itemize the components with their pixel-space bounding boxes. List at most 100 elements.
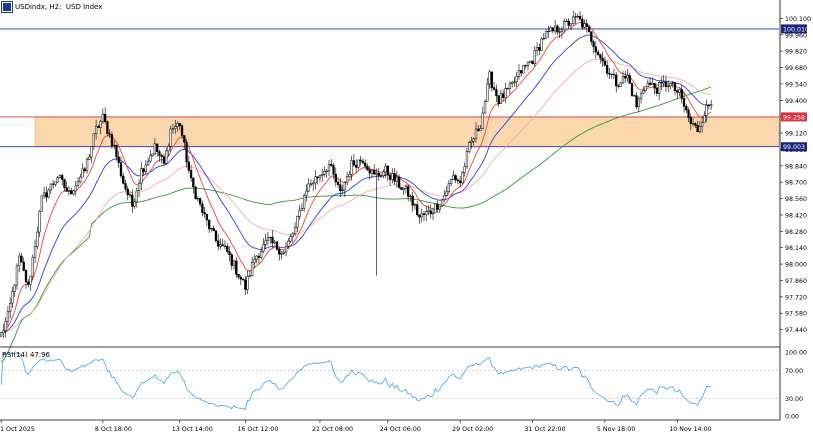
candle-body [74,185,77,192]
candle-body [393,173,396,182]
candle-body [248,275,252,277]
candle-body [384,165,387,173]
candle-body [339,184,342,191]
candle-body [210,228,213,230]
candle-body [422,213,426,215]
candle-body [350,160,353,175]
candle-body [334,173,337,183]
candle-body [630,83,634,96]
y-tick-label: 98.560 [785,196,807,203]
candle-body [653,83,656,89]
candle-body [700,122,704,127]
candle-body [287,240,290,247]
candle-body [388,174,392,180]
candle-body [549,27,552,32]
candle-body [309,183,313,185]
candle-body [520,70,523,74]
candle-body [40,195,43,212]
candle-body [20,255,23,263]
candle-body [576,16,579,18]
candle-body [382,171,385,177]
candle-body [198,198,202,205]
candle-body [223,245,227,247]
candle-body [201,203,204,213]
candle-body [110,134,114,146]
candle-body [413,204,417,206]
candle-body [513,81,516,83]
candle-body [300,208,304,211]
candle-body [553,25,557,32]
candle-body [474,128,478,140]
candle-body [508,83,512,89]
candle-body [54,181,57,185]
ma-long-line [0,86,712,363]
candle-body [253,258,256,263]
candle-body [79,176,82,183]
candle-body [208,219,211,230]
candle-body [22,261,25,271]
candle-body [676,90,679,93]
candle-body [63,179,66,188]
candle-body [635,95,638,108]
x-tick-label: 29 Oct 02:00 [452,426,493,433]
candle-body [92,133,95,147]
candle-body [691,123,695,125]
candle-body [246,276,249,290]
candle-body [332,165,335,175]
x-tick-label: 21 Oct 08:00 [312,426,353,433]
y-tick-label: 99.120 [785,131,807,138]
candle-body [316,176,319,179]
candle-body [504,88,507,99]
candle-body [226,245,229,252]
candle-body [644,86,647,91]
symbol-title: USDindx, H2: USD Index [15,3,103,11]
candle-body [83,168,86,172]
candle-body [156,143,159,152]
candle-body [18,255,21,267]
candle-body [255,255,258,260]
candle-body [515,76,518,83]
candle-body [51,183,55,185]
candle-body [183,135,186,143]
candle-body [58,175,62,178]
candle-body [122,175,125,184]
candle-body [596,51,600,55]
x-tick-label: 8 Oct 18:00 [95,426,132,433]
candle-body [345,176,349,183]
candle-body [495,89,498,96]
x-tick-label: 10 Nov 14:00 [669,426,711,433]
candle-body [594,46,597,53]
chart-icon [2,2,12,12]
candle-body [587,26,591,32]
candle-body [590,31,593,42]
candle-body [429,210,432,215]
candle-body [560,29,564,32]
candle-body [273,241,276,244]
candle-body [214,230,218,242]
y-tick-label: 98.000 [785,262,807,269]
candle-body [142,168,145,173]
candle-body [113,144,116,146]
candle-body [203,212,206,215]
candle-body [160,155,163,157]
candle-body [486,83,489,102]
candle-body [565,20,568,22]
candle-body [61,175,64,180]
candle-body [603,60,607,66]
candle-body [119,162,123,177]
y-tick-label: 97.860 [785,278,807,285]
x-tick-label: 5 Nov 18:00 [597,426,635,433]
candle-body [454,175,457,181]
candle-body [370,169,374,174]
candle-body [167,146,170,152]
candle-body [85,159,89,172]
candle-body [250,262,254,276]
candle-body [284,245,288,253]
candle-body [506,88,509,90]
candle-body [522,65,525,74]
candle-body [162,156,166,164]
candle-body [230,254,233,266]
candle-body [608,73,611,75]
candle-body [481,112,484,129]
